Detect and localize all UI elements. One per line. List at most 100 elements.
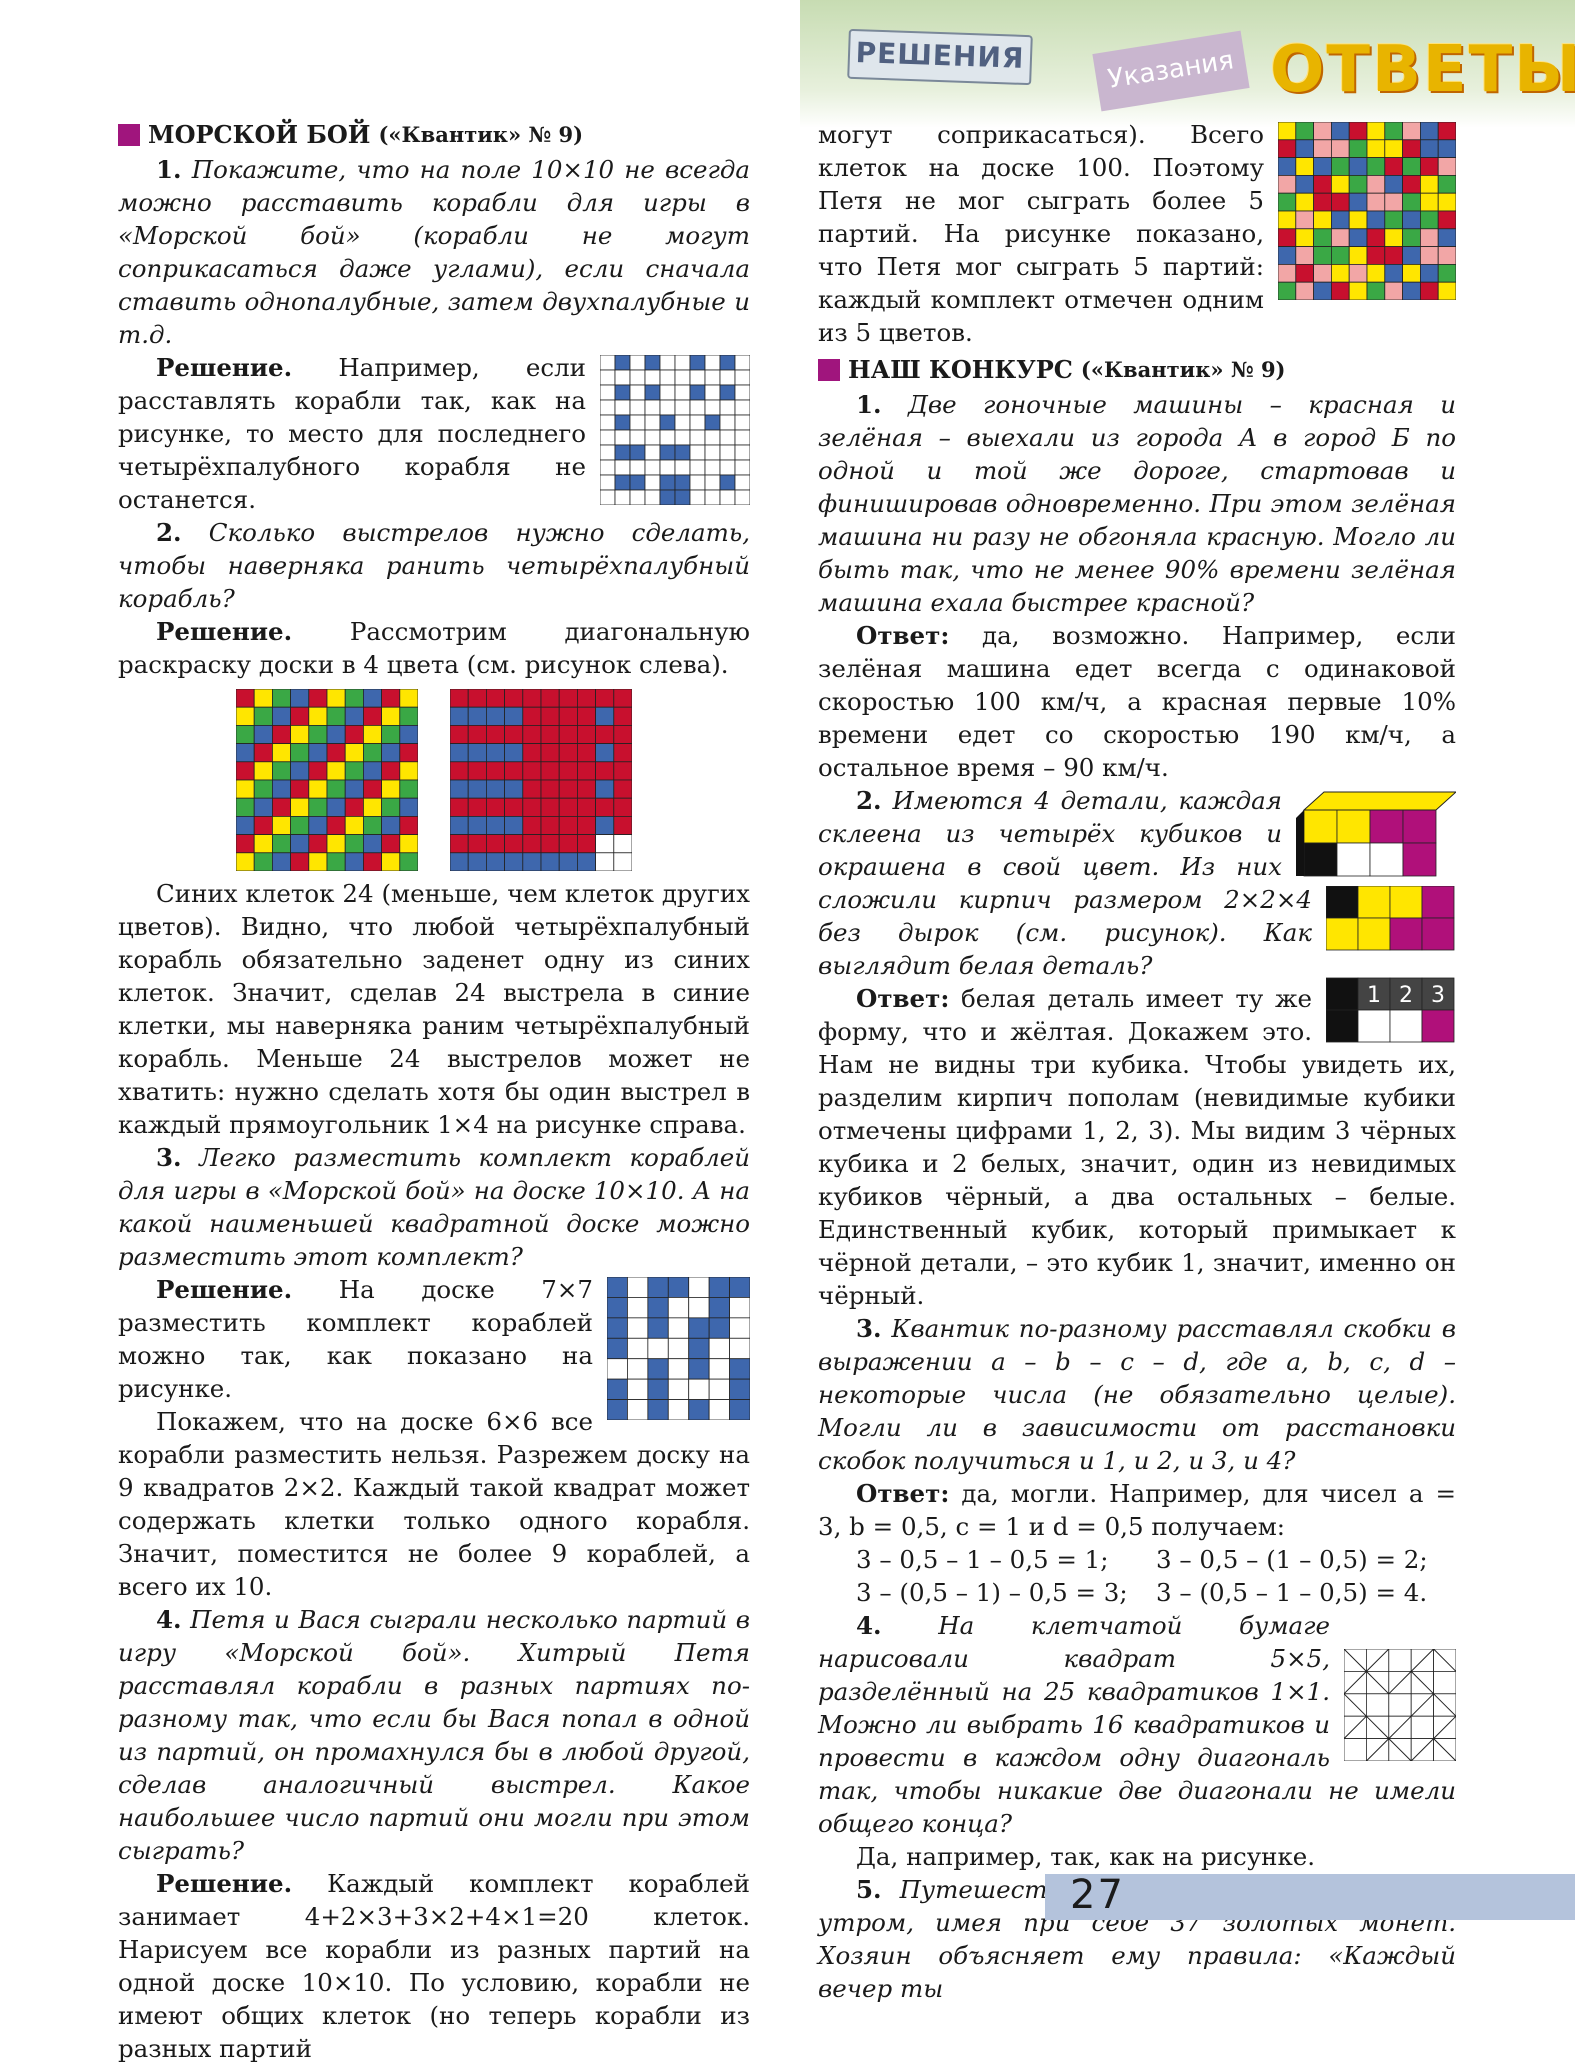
grid-cell (607, 1358, 628, 1380)
grid-cell (486, 797, 506, 817)
grid-cell (647, 1358, 669, 1380)
grid-cell (614, 429, 631, 446)
grid-cell (667, 1378, 690, 1400)
grid-cell (467, 743, 487, 763)
grid-cell (689, 384, 706, 401)
grid-cell (600, 414, 616, 431)
grid-cell (644, 429, 661, 446)
problem-1: 1. Покажите, что на поле 10×10 не всегда… (118, 155, 750, 349)
grid-cell (647, 1317, 669, 1339)
grid-cell (1331, 139, 1350, 158)
grid-cell (708, 1378, 730, 1400)
grid-cell (486, 743, 506, 763)
hidden-cube-label: 2 (1399, 983, 1413, 1008)
grid-cell (344, 689, 364, 708)
grid-cell (627, 1297, 649, 1319)
grid-cell (399, 725, 418, 745)
grid-cell (689, 414, 706, 431)
grid-cell (577, 852, 597, 871)
grid-cell (290, 725, 310, 745)
grid-cell (1402, 246, 1421, 265)
grid-cell (326, 761, 346, 781)
grid-cell (674, 429, 691, 446)
brick-cube (1402, 842, 1437, 877)
grid-cell (1348, 281, 1368, 300)
grid-cell (467, 779, 487, 799)
grid-cell (614, 384, 631, 401)
grid-cell (486, 852, 506, 871)
cell-diagonal (1388, 1671, 1412, 1695)
grid-cell (614, 459, 631, 476)
grid-cell (308, 852, 328, 871)
grid-cell (253, 852, 273, 871)
grid-cell (272, 743, 292, 763)
grid-cell (1419, 281, 1439, 300)
grid-cell (272, 797, 292, 817)
grid-cell (704, 414, 721, 431)
brick-cube (1303, 809, 1338, 844)
grid-cell (308, 725, 328, 745)
grid-cell (344, 725, 364, 745)
equations-row-2: 3 – (0,5 – 1) – 0,5 = 3; 3 – (0,5 – 1 – 0… (856, 1578, 1428, 1607)
grid-cell (308, 816, 328, 836)
grid-cell (253, 761, 273, 781)
grid-cell (290, 816, 310, 836)
grid-cell (253, 816, 273, 836)
grid-cell (629, 369, 646, 386)
grid-cell (344, 706, 364, 726)
grid-cell (450, 779, 469, 799)
grid-cell (674, 444, 691, 461)
grid-cell (708, 1337, 730, 1360)
grid-cell (734, 474, 750, 491)
grid-cell (504, 761, 524, 781)
grid-cell (1402, 139, 1421, 158)
grid-cell (1437, 246, 1456, 265)
grid-cell (1278, 175, 1297, 194)
grid-cell (704, 384, 721, 401)
grid-cell (1331, 192, 1350, 212)
grid-cell (540, 706, 560, 726)
cell-diagonal (1410, 1738, 1434, 1761)
equations-row-1: 3 – 0,5 – 1 – 0,5 = 1; 3 – 0,5 – (1 – 0,5… (856, 1545, 1428, 1574)
grid-cell (629, 474, 646, 491)
grid-cell (674, 384, 691, 401)
cell-diagonal (1366, 1649, 1390, 1672)
grid-cell (272, 689, 292, 708)
grid-cell (522, 761, 542, 781)
grid-cell (1331, 281, 1350, 300)
grid-cell (729, 1378, 750, 1400)
grid-cell (381, 743, 401, 763)
grid-cell (522, 852, 542, 871)
grid-cell (577, 834, 597, 854)
grid-cell (1402, 210, 1421, 230)
grid-cell (1295, 175, 1314, 194)
grid-cell (1437, 263, 1456, 283)
grid-cell (644, 459, 661, 476)
grid-cell (1278, 139, 1297, 158)
grid-cell (450, 743, 469, 763)
grid-cell (595, 743, 615, 763)
grid-cell (381, 797, 401, 817)
grid-cell (450, 689, 469, 708)
grid-cell (450, 725, 469, 745)
brick-2x2x4-figure (1296, 791, 1456, 877)
grid-cell (504, 779, 524, 799)
grid-cell (1365, 1693, 1390, 1717)
grid-cell (467, 797, 487, 817)
grid-cell (667, 1297, 690, 1319)
grid-cell (1402, 263, 1421, 283)
grid-cell (607, 1378, 628, 1400)
grid-cell (236, 797, 255, 817)
grid-cell (629, 399, 646, 416)
grid-cell (522, 834, 542, 854)
grid-cell (1348, 157, 1368, 176)
grid-cell (1437, 228, 1456, 248)
grid-cell (1437, 175, 1456, 194)
grid-cell (504, 852, 524, 871)
grid-cell (1295, 246, 1314, 265)
grid-cell (1278, 281, 1297, 300)
brick-slice-cube (1421, 917, 1455, 951)
grid-cell (253, 779, 273, 799)
grid-cell (577, 706, 597, 726)
grid-diagonal-coloring (236, 689, 418, 871)
